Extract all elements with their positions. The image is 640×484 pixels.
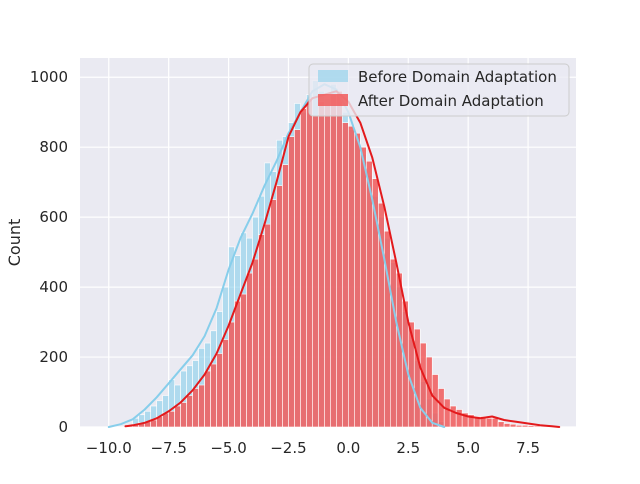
- bar-after: [486, 418, 492, 427]
- y-axis-label: Count: [5, 219, 24, 267]
- y-tick-label: 400: [39, 278, 68, 296]
- bar-after: [444, 399, 450, 427]
- bar-after: [516, 425, 522, 427]
- bar-after: [300, 109, 306, 427]
- y-tick-label: 800: [39, 138, 68, 156]
- bar-after: [288, 137, 294, 427]
- bar-after: [265, 224, 271, 427]
- bar-after: [276, 186, 282, 427]
- y-tick-label: 0: [58, 418, 68, 436]
- bar-after: [217, 354, 223, 427]
- bar-after: [282, 165, 288, 427]
- y-axis-ticks: 0 200 400 600 800 1000: [30, 68, 68, 436]
- x-tick-label: −10.0: [86, 439, 132, 457]
- bar-after: [223, 340, 229, 427]
- bar-after: [229, 322, 235, 427]
- y-tick-label: 200: [39, 348, 68, 366]
- bar-after: [270, 200, 276, 427]
- bar-after: [510, 424, 516, 427]
- bar-after: [456, 410, 462, 427]
- bar-after: [366, 161, 372, 427]
- legend-swatch-before: [318, 70, 348, 82]
- bar-after: [504, 424, 510, 427]
- bar-after: [492, 418, 498, 427]
- bar-after: [241, 294, 247, 427]
- bar-after: [342, 123, 348, 427]
- bar-after: [318, 102, 324, 427]
- bar-after: [247, 273, 253, 427]
- x-tick-label: −7.5: [150, 439, 186, 457]
- bar-after: [253, 259, 259, 427]
- bar-after: [199, 385, 205, 427]
- bar-after: [390, 259, 396, 427]
- bar-after: [169, 411, 175, 427]
- legend-label-after: After Domain Adaptation: [358, 92, 544, 110]
- bar-after: [306, 98, 312, 427]
- bar-after: [193, 389, 199, 427]
- legend[interactable]: Before Domain Adaptation After Domain Ad…: [309, 64, 569, 116]
- bar-after: [414, 329, 420, 427]
- bar-after: [235, 301, 241, 427]
- bar-after: [211, 364, 217, 427]
- bar-after: [348, 126, 354, 427]
- bar-after: [294, 130, 300, 427]
- x-axis-ticks: −10.0 −7.5 −5.0 −2.5 0.0 2.5 5.0 7.5: [86, 439, 540, 457]
- legend-label-before: Before Domain Adaptation: [358, 68, 557, 86]
- bar-after: [528, 426, 534, 427]
- bar-after: [205, 371, 211, 427]
- x-tick-label: −5.0: [210, 439, 246, 457]
- x-tick-label: 5.0: [456, 439, 480, 457]
- bar-after: [498, 422, 504, 427]
- bar-after: [330, 95, 336, 427]
- x-tick-label: −2.5: [270, 439, 306, 457]
- bar-after: [324, 105, 330, 427]
- bar-after: [181, 403, 187, 427]
- legend-swatch-after: [318, 94, 348, 106]
- y-tick-label: 600: [39, 208, 68, 226]
- bar-after: [354, 133, 360, 427]
- bar-after: [522, 425, 528, 427]
- bar-after: [336, 91, 342, 427]
- x-tick-label: 2.5: [396, 439, 420, 457]
- x-tick-label: 0.0: [336, 439, 360, 457]
- bar-after: [360, 147, 366, 427]
- bar-after: [187, 396, 193, 427]
- x-tick-label: 7.5: [516, 439, 540, 457]
- bar-after: [396, 273, 402, 427]
- bar-after: [175, 406, 181, 427]
- y-tick-label: 1000: [30, 68, 68, 86]
- bar-after: [450, 406, 456, 427]
- bar-after: [259, 235, 265, 427]
- bar-after: [312, 116, 318, 427]
